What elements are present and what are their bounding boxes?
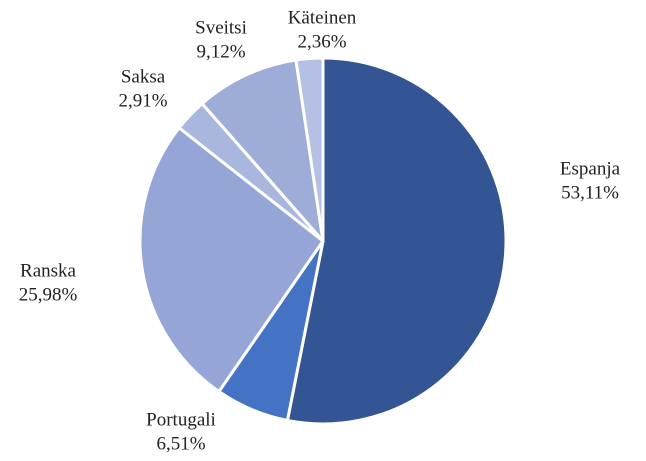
pie-slice <box>138 126 325 394</box>
slice-value-label: 6,51% <box>156 433 205 454</box>
slice-label: Saksa <box>121 66 166 87</box>
slice-label: Käteinen <box>288 7 357 28</box>
slice-label: Portugali <box>146 409 216 430</box>
slice-value-label: 2,91% <box>118 90 167 111</box>
pie-slice <box>294 56 325 243</box>
pie-slice <box>285 56 508 426</box>
pie-slice <box>200 58 325 243</box>
slice-value-label: 9,12% <box>196 41 245 62</box>
slice-value-label: 2,36% <box>297 31 346 52</box>
slice-value-label: 53,11% <box>561 182 619 203</box>
slice-label: Ranska <box>20 260 77 281</box>
slice-label: Sveitsi <box>195 17 247 38</box>
slice-value-label: 25,98% <box>19 284 78 305</box>
slice-label: Espanja <box>560 158 621 179</box>
